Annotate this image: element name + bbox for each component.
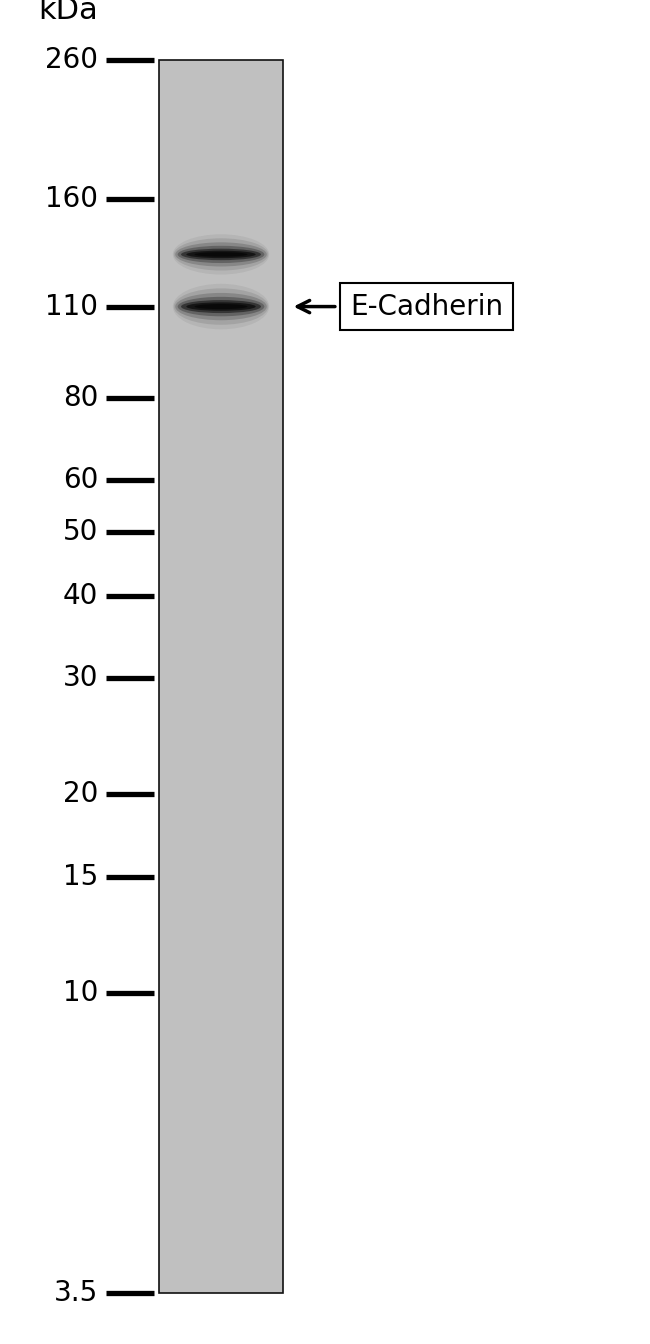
Text: 30: 30 (63, 664, 98, 692)
Ellipse shape (173, 234, 269, 274)
Bar (159, 60, 283, 1293)
Ellipse shape (177, 246, 265, 263)
Text: 20: 20 (63, 781, 98, 808)
Ellipse shape (174, 238, 268, 270)
Text: E-Cadherin: E-Cadherin (350, 293, 503, 321)
Text: 10: 10 (63, 978, 98, 1007)
Ellipse shape (176, 293, 266, 320)
Ellipse shape (194, 304, 248, 309)
Text: 15: 15 (63, 863, 98, 891)
Text: 260: 260 (46, 47, 98, 74)
Ellipse shape (174, 289, 268, 325)
Ellipse shape (181, 300, 261, 313)
Text: 160: 160 (46, 185, 98, 214)
Text: 50: 50 (63, 519, 98, 546)
Text: kDa: kDa (38, 0, 98, 26)
Text: 80: 80 (63, 383, 98, 411)
Ellipse shape (173, 284, 269, 329)
Text: 3.5: 3.5 (54, 1279, 98, 1306)
Text: 110: 110 (46, 293, 98, 321)
Ellipse shape (177, 297, 265, 316)
Ellipse shape (194, 253, 248, 257)
Ellipse shape (187, 302, 255, 310)
Ellipse shape (187, 251, 255, 258)
Ellipse shape (176, 242, 266, 266)
Text: 40: 40 (63, 582, 98, 610)
Text: 60: 60 (63, 466, 98, 495)
Ellipse shape (181, 249, 261, 261)
